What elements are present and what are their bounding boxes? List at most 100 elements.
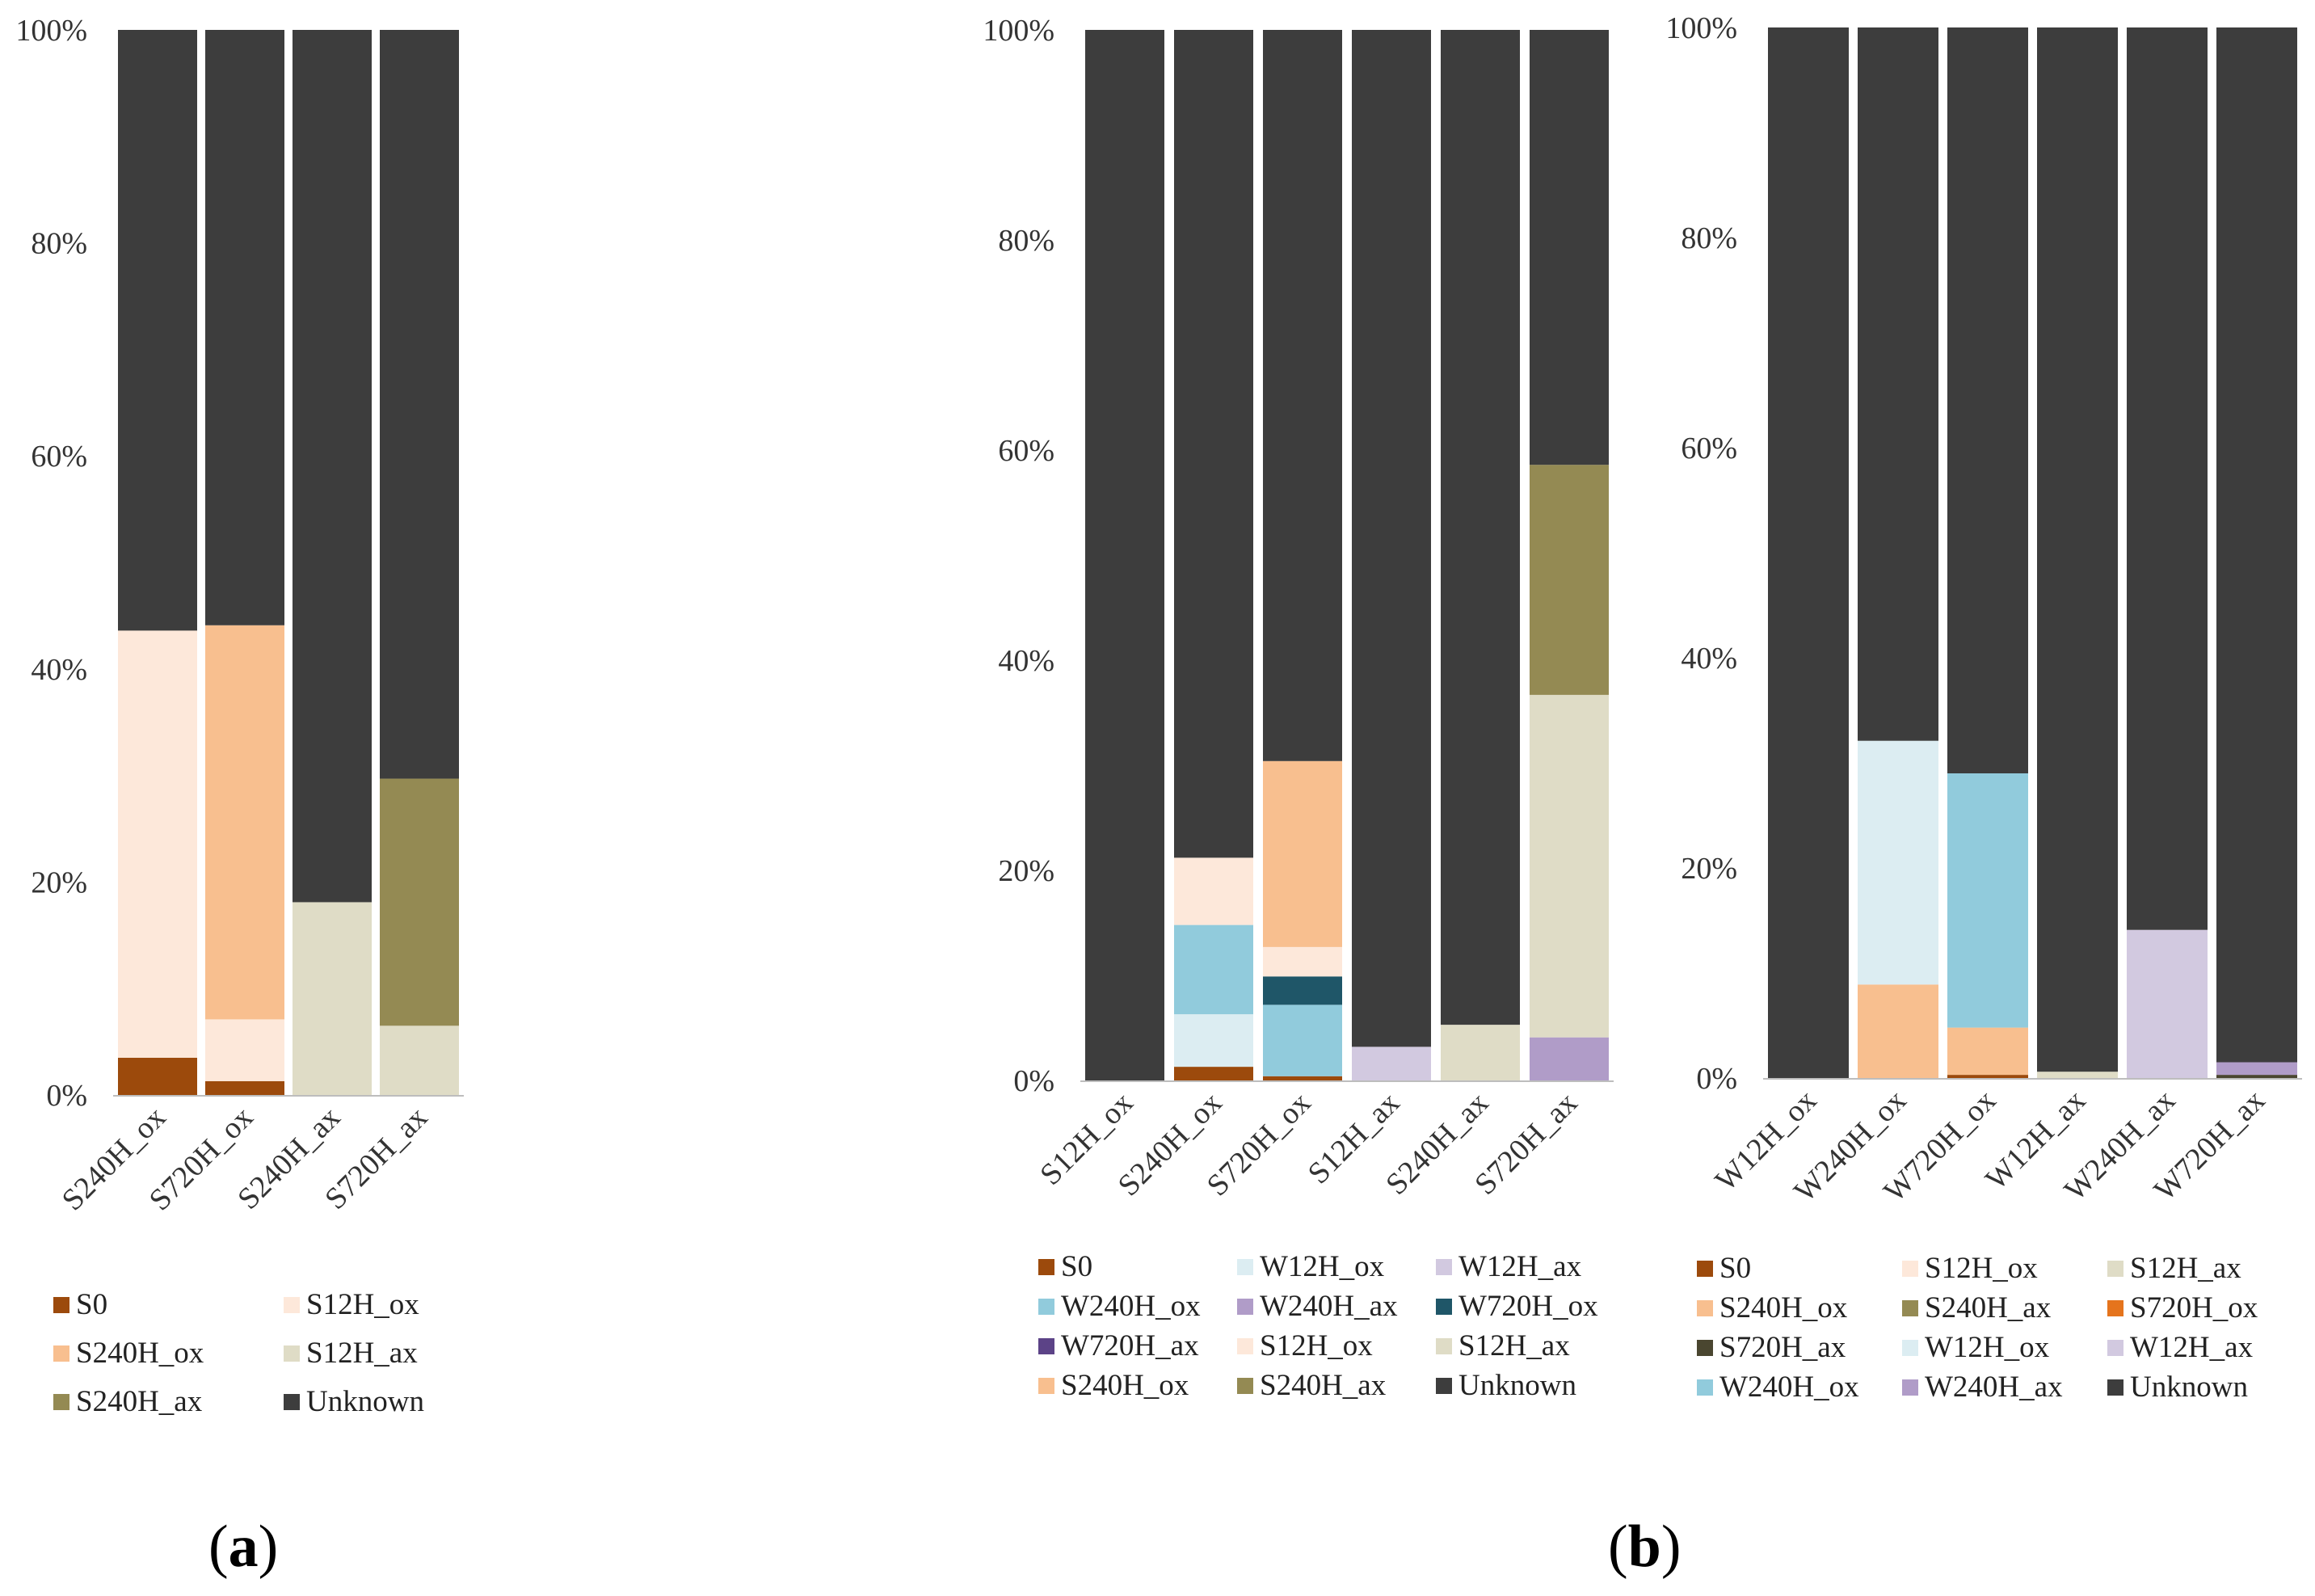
legend-label-s0: S0 [1061, 1250, 1092, 1283]
legend-swatch-s240h-ax [53, 1394, 69, 1410]
chart-panel-a: 0%20%40%60%80%100%S240H_oxS720H_oxS240H_… [15, 14, 464, 1418]
bar-segment-s720h-ox-unknown [1263, 30, 1342, 761]
bar-segment-s720h-ox-s12h-ox [205, 1019, 284, 1081]
bar-segment-s240h-ax-s12h-ax [1441, 1025, 1520, 1080]
legend-label-s0: S0 [76, 1288, 107, 1321]
bar-segment-s12h-ax-w12h-ax [1352, 1046, 1431, 1080]
legend-swatch-w240h-ox [1697, 1379, 1713, 1396]
y-tick-label: 100% [15, 14, 87, 48]
bar-segment-w240h-ax-unknown [2127, 27, 2208, 930]
legend-swatch-s0 [53, 1297, 69, 1313]
bar-segment-w12h-ax-s12h-ax [2037, 1072, 2118, 1078]
bar-segment-s720h-ax-s12h-ax [380, 1025, 459, 1095]
legend-swatch-s12h-ox [1237, 1338, 1253, 1354]
legend-label-s720h-ax: S720H_ax [1719, 1331, 1846, 1364]
bar-segment-s720h-ax-s240h-ax [1530, 465, 1609, 695]
legend-swatch-s240h-ox [53, 1345, 69, 1362]
bar-segment-w720h-ax-w240h-ax [2216, 1062, 2297, 1076]
bar-segment-s720h-ox-s0 [1263, 1076, 1342, 1080]
bar-segment-s240h-ax-s12h-ax [293, 902, 372, 1095]
legend-label-s240h-ax: S240H_ax [76, 1385, 203, 1418]
y-tick-label: 0% [46, 1079, 87, 1113]
legend-swatch-s12h-ox [1902, 1261, 1918, 1277]
bar-segment-s240h-ox-w240h-ox [1174, 924, 1253, 1015]
legend-swatch-s12h-ax [1436, 1338, 1452, 1354]
bar-segment-s240h-ax-unknown [1441, 30, 1520, 1025]
legend-swatch-s12h-ax [284, 1345, 300, 1362]
bar-segment-w720h-ax-s720h-ax [2216, 1075, 2297, 1078]
legend-swatch-unknown [1436, 1378, 1452, 1394]
bar-segment-s240h-ox-s12h-ox [118, 630, 197, 1058]
y-tick-label: 100% [1665, 11, 1737, 45]
legend-swatch-w240h-ox [1038, 1299, 1054, 1315]
bar-segment-s720h-ox-s240h-ox [1263, 760, 1342, 947]
legend-label-s12h-ax: S12H_ax [2130, 1252, 2241, 1285]
legend-swatch-unknown [2107, 1379, 2123, 1396]
bar-segment-w240h-ax-w12h-ax [2127, 929, 2208, 1078]
bar-segment-s720h-ox-s0 [205, 1080, 284, 1095]
y-tick-label: 40% [998, 644, 1054, 678]
legend-swatch-s0 [1697, 1261, 1713, 1277]
bar-segment-s720h-ax-w240h-ax [1530, 1037, 1609, 1080]
legend-label-w12h-ox: W12H_ox [1260, 1250, 1385, 1283]
legend-label-s240h-ax: S240H_ax [1925, 1291, 2052, 1324]
legend-label-w240h-ox: W240H_ox [1719, 1371, 1859, 1404]
legend-label-s240h-ax: S240H_ax [1260, 1369, 1387, 1402]
legend: S0 W12H_ox W12H_ax W240H_ox W240H_ax W720H_ox… [1038, 1250, 1598, 1402]
legend-label-s240h-ox: S240H_ox [1061, 1369, 1189, 1402]
bar-segment-w12h-ax-unknown [2037, 27, 2118, 1072]
y-tick-label: 80% [1681, 221, 1737, 255]
legend-swatch-s12h-ax [2107, 1261, 2123, 1277]
y-tick-label: 60% [1681, 432, 1737, 465]
legend-swatch-w12h-ox [1902, 1340, 1918, 1356]
bar-segment-s720h-ax-unknown [1530, 30, 1609, 465]
bar-segment-w720h-ox-w240h-ox [1947, 773, 2028, 1028]
y-tick-label: 0% [1013, 1064, 1054, 1098]
legend-label-w720h-ax: W720H_ax [1061, 1329, 1199, 1362]
bar-segment-s12h-ax-unknown [1352, 30, 1431, 1047]
legend-label-s12h-ox: S12H_ox [1925, 1252, 2038, 1285]
legend-label-s12h-ax: S12H_ax [306, 1337, 418, 1370]
legend-label-w240h-ax: W240H_ax [1925, 1371, 2063, 1404]
legend-label-w240h-ox: W240H_ox [1061, 1290, 1201, 1323]
legend-label-s12h-ox: S12H_ox [1260, 1329, 1373, 1362]
legend-label-w240h-ax: W240H_ax [1260, 1290, 1398, 1323]
legend-swatch-s720h-ox [2107, 1300, 2123, 1316]
bar-segment-s720h-ax-unknown [380, 30, 459, 779]
legend-swatch-w240h-ax [1902, 1379, 1918, 1396]
y-tick-label: 40% [1681, 642, 1737, 676]
legend-label-w12h-ax: W12H_ax [2130, 1331, 2254, 1364]
legend-swatch-w12h-ax [2107, 1340, 2123, 1356]
legend-label-unknown: Unknown [306, 1385, 424, 1418]
bar-segment-s720h-ax-s12h-ax [1530, 694, 1609, 1038]
legend-label-s240h-ox: S240H_ox [1719, 1291, 1848, 1324]
panel-label-a: (a) [208, 1514, 278, 1580]
y-tick-label: 80% [998, 224, 1054, 258]
legend-label-s0: S0 [1719, 1252, 1751, 1285]
bar-segment-s240h-ox-unknown [1174, 30, 1253, 858]
y-tick-label: 60% [998, 434, 1054, 468]
legend-swatch-w12h-ax [1436, 1259, 1452, 1275]
bar-segment-s720h-ox-unknown [205, 30, 284, 625]
panel-label-b: (b) [1608, 1514, 1681, 1580]
bar-segment-s240h-ox-s0 [118, 1057, 197, 1095]
legend-swatch-s720h-ax [1697, 1340, 1713, 1356]
bar-segment-w720h-ox-s240h-ox [1947, 1027, 2028, 1076]
legend-label-s12h-ax: S12H_ax [1458, 1329, 1570, 1362]
bar-segment-s240h-ox-s0 [1174, 1067, 1253, 1080]
bar-segment-s240h-ox-s12h-ox [1174, 857, 1253, 925]
y-tick-label: 0% [1696, 1062, 1737, 1096]
y-tick-label: 80% [31, 227, 87, 261]
legend-label-s720h-ox: S720H_ox [2130, 1291, 2258, 1324]
bar-segment-w240h-ox-unknown [1858, 27, 1938, 741]
legend-swatch-s240h-ax [1902, 1300, 1918, 1316]
bar-segment-w720h-ox-s0 [1947, 1075, 2028, 1078]
legend-label-s12h-ox: S12H_ox [306, 1288, 419, 1321]
bar-segment-w720h-ax-unknown [2216, 27, 2297, 1063]
bar-segment-s720h-ox-w240h-ox [1263, 1004, 1342, 1076]
legend-label-w12h-ox: W12H_ox [1925, 1331, 2050, 1364]
bar-segment-s240h-ox-w12h-ox [1174, 1014, 1253, 1068]
legend-label-w12h-ax: W12H_ax [1458, 1250, 1582, 1283]
bar-segment-s240h-ax-unknown [293, 30, 372, 903]
legend-label-unknown: Unknown [2130, 1371, 2248, 1404]
